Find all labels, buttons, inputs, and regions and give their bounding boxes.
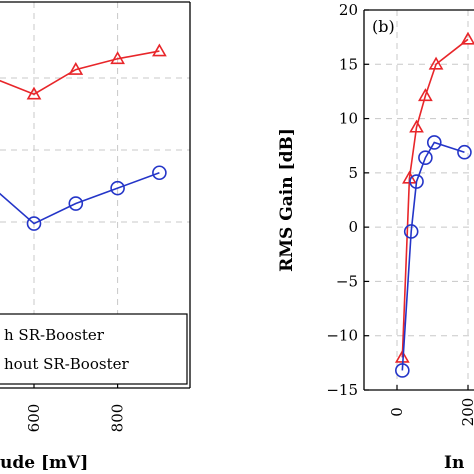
y-tick-label: −15: [326, 381, 358, 399]
x-tick-label: 600: [25, 404, 43, 433]
x-tick-label: 800: [109, 404, 127, 433]
data-point-without: [418, 150, 433, 165]
x-tick-label: 200: [459, 398, 474, 427]
legend-frame: [0, 313, 188, 385]
chart-panel-a: 600 800 h SR-Booster hout SR-Booster ude [mV…: [0, 1, 191, 473]
x-axis-label: ude [mV]: [0, 453, 88, 473]
y-tick-label: 15: [339, 55, 358, 73]
y-tick-label: −5: [336, 272, 358, 290]
series-line-with: [0, 50, 160, 96]
x-axis-label: In: [444, 453, 464, 473]
data-point-without: [26, 216, 42, 231]
data-point-with: [460, 31, 474, 45]
data-point-without: [395, 363, 410, 378]
y-tick-label: 10: [339, 110, 358, 128]
x-tick-label: 0: [388, 407, 406, 417]
series-line-without: [0, 171, 160, 225]
data-point-with: [152, 43, 167, 57]
y-tick-label: 5: [348, 164, 358, 182]
legend: h SR-Booster hout SR-Booster: [0, 313, 188, 385]
y-tick-label: 0: [348, 218, 358, 236]
data-point-without: [110, 180, 125, 196]
data-point-without: [403, 224, 419, 239]
y-tick-label: −10: [326, 327, 358, 345]
y-axis-label: RMS Gain [dB]: [277, 128, 297, 272]
y-tick-label: 20: [339, 1, 358, 19]
data-point-without: [457, 144, 472, 160]
data-point-with: [409, 119, 424, 133]
series-line-with: [401, 38, 469, 358]
legend-entry-without: hout SR-Booster: [4, 355, 129, 373]
data-point-without: [68, 196, 84, 211]
data-point-with: [68, 61, 84, 75]
data-point-with: [110, 51, 125, 65]
data-point-with: [428, 56, 444, 70]
legend-entry-with: h SR-Booster: [4, 326, 105, 344]
data-point-without: [409, 174, 424, 189]
panel-label: (b): [372, 17, 395, 36]
data-point-with: [418, 88, 433, 102]
series-line-without: [401, 141, 465, 371]
data-point-with: [26, 86, 42, 100]
data-point-without: [152, 165, 167, 181]
data-point-without: [426, 135, 442, 150]
